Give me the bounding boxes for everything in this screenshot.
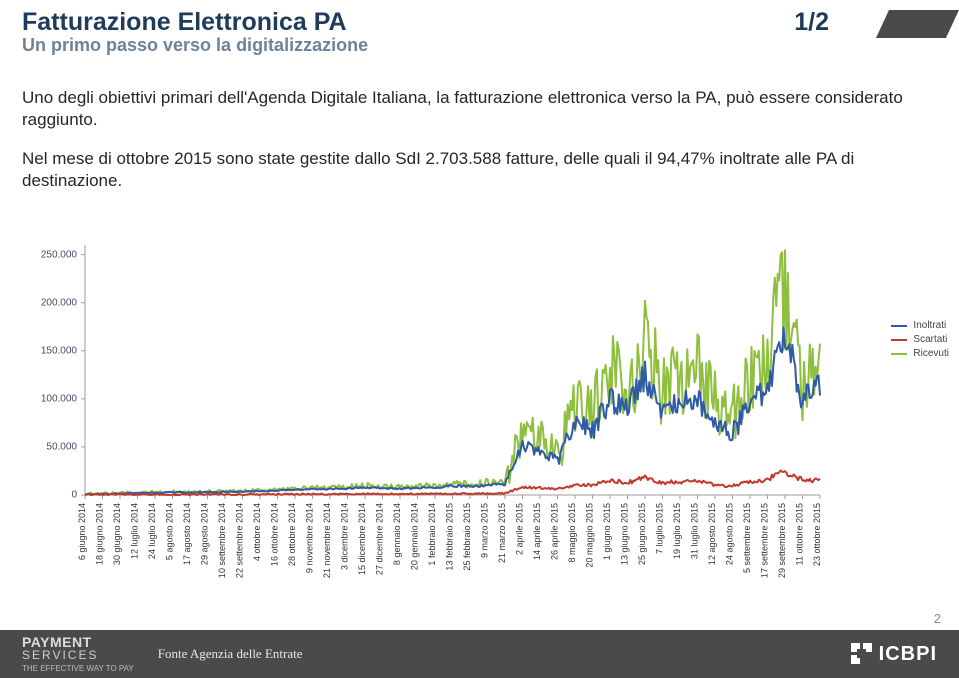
brand-line1: PAYMENT (22, 635, 134, 649)
legend-label: Inoltrati (913, 320, 946, 331)
body-copy: Uno degli obiettivi primari dell'Agenda … (0, 56, 959, 192)
svg-text:31 luglio 2015: 31 luglio 2015 (690, 503, 700, 559)
brand-tag: THE EFFECTIVE WAY TO PAY (22, 665, 134, 673)
footer-source: Fonte Agenzia delle Entrate (158, 646, 303, 662)
svg-text:1 febbraio 2014: 1 febbraio 2014 (427, 503, 437, 566)
svg-text:17 agosto 2014: 17 agosto 2014 (182, 503, 192, 565)
legend-swatch (891, 325, 907, 327)
svg-text:3 dicembre 2014: 3 dicembre 2014 (340, 503, 350, 570)
svg-text:50.000: 50.000 (46, 442, 77, 453)
svg-text:200.000: 200.000 (41, 297, 78, 308)
header: Fatturazione Elettronica PA 1/2 Un primo… (0, 0, 959, 56)
svg-text:15 dicembre 2014: 15 dicembre 2014 (357, 503, 367, 575)
svg-text:250.000: 250.000 (41, 249, 78, 260)
svg-text:25 febbraio 2015: 25 febbraio 2015 (462, 503, 472, 571)
legend-label: Ricevuti (913, 348, 949, 359)
svg-text:0: 0 (71, 490, 77, 501)
svg-text:24 agosto 2015: 24 agosto 2015 (725, 503, 735, 565)
svg-text:11 ottobre 2015: 11 ottobre 2015 (795, 503, 805, 565)
legend-item: Scartati (891, 334, 949, 345)
svg-text:20 maggio 2015: 20 maggio 2015 (585, 503, 595, 568)
brand-icon (851, 643, 873, 665)
svg-text:13 giugno 2015: 13 giugno 2015 (620, 503, 630, 565)
brand-line2: SERVICES (22, 649, 134, 661)
svg-text:100.000: 100.000 (41, 393, 78, 404)
slide-number: 2 (934, 611, 941, 626)
svg-text:29 settembre 2015: 29 settembre 2015 (777, 503, 787, 578)
brand-right: ICBPI (851, 643, 937, 666)
svg-text:12 luglio 2014: 12 luglio 2014 (130, 503, 140, 559)
paragraph-1: Uno degli obiettivi primari dell'Agenda … (22, 87, 937, 131)
svg-text:19 luglio 2015: 19 luglio 2015 (672, 503, 682, 559)
svg-text:1 giugno 2015: 1 giugno 2015 (602, 503, 612, 560)
line-chart: 0 50.000 100.000 150.000 200.000 250.000 6 giu… (30, 235, 930, 595)
svg-text:5 agosto 2014: 5 agosto 2014 (165, 503, 175, 560)
chart-svg: 0 50.000 100.000 150.000 200.000 250.000 6 giu… (30, 235, 930, 595)
svg-text:24 luglio 2014: 24 luglio 2014 (147, 503, 157, 559)
svg-text:30 giugno 2014: 30 giugno 2014 (112, 503, 122, 565)
svg-text:21 marzo 2015: 21 marzo 2015 (497, 503, 507, 563)
legend-label: Scartati (913, 334, 947, 345)
legend-item: Ricevuti (891, 348, 949, 359)
page-indicator: 1/2 (794, 8, 829, 37)
paragraph-2: Nel mese di ottobre 2015 sono state gest… (22, 148, 937, 192)
slide: Fatturazione Elettronica PA 1/2 Un primo… (0, 0, 959, 678)
svg-text:7 luglio 2015: 7 luglio 2015 (655, 503, 665, 554)
svg-text:4 ottobre 2014: 4 ottobre 2014 (252, 503, 262, 561)
svg-text:22 settembre 2014: 22 settembre 2014 (235, 503, 245, 578)
brand-right-text: ICBPI (879, 643, 937, 666)
svg-text:18 giugno 2014: 18 giugno 2014 (95, 503, 105, 565)
svg-text:20 gennaio 2014: 20 gennaio 2014 (410, 503, 420, 570)
svg-text:23 ottobre 2015: 23 ottobre 2015 (812, 503, 822, 566)
svg-text:26 aprile 2015: 26 aprile 2015 (550, 503, 560, 560)
svg-text:16 ottobre 2014: 16 ottobre 2014 (270, 503, 280, 566)
svg-text:5 settembre 2015: 5 settembre 2015 (742, 503, 752, 573)
svg-text:13 febbraio 2015: 13 febbraio 2015 (445, 503, 455, 571)
legend-swatch (891, 339, 907, 341)
svg-text:8 maggio 2015: 8 maggio 2015 (567, 503, 577, 563)
svg-text:14 aprile 2015: 14 aprile 2015 (532, 503, 542, 560)
svg-text:12 agosto 2015: 12 agosto 2015 (707, 503, 717, 565)
svg-text:9 marzo 2015: 9 marzo 2015 (480, 503, 490, 558)
decor-corner (876, 10, 959, 38)
footer-bar: PAYMENT SERVICES THE EFFECTIVE WAY TO PA… (0, 630, 959, 678)
svg-text:17 settembre 2015: 17 settembre 2015 (760, 503, 770, 578)
svg-text:8 gennaio 2014: 8 gennaio 2014 (392, 503, 402, 565)
svg-text:25 giugno 2015: 25 giugno 2015 (637, 503, 647, 565)
page-subtitle: Un primo passo verso la digitalizzazione (22, 35, 959, 56)
svg-text:6 giugno 2014: 6 giugno 2014 (77, 503, 87, 560)
brand-left: PAYMENT SERVICES THE EFFECTIVE WAY TO PA… (22, 635, 134, 673)
svg-text:27 dicembre 2014: 27 dicembre 2014 (375, 503, 385, 575)
svg-text:28 ottobre 2014: 28 ottobre 2014 (287, 503, 297, 566)
svg-text:29 agosto 2014: 29 agosto 2014 (200, 503, 210, 565)
svg-text:21 novembre 2014: 21 novembre 2014 (322, 503, 332, 578)
legend-swatch (891, 353, 907, 355)
legend-item: Inoltrati (891, 320, 949, 331)
svg-text:9 novembre 2014: 9 novembre 2014 (305, 503, 315, 573)
svg-text:150.000: 150.000 (41, 345, 78, 356)
svg-text:2 aprile 2015: 2 aprile 2015 (515, 503, 525, 555)
chart-legend: Inoltrati Scartati Ricevuti (891, 320, 949, 362)
svg-text:10 settembre 2014: 10 settembre 2014 (217, 503, 227, 578)
